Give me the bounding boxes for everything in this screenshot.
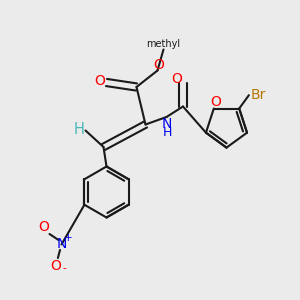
- Text: O: O: [210, 95, 221, 109]
- Text: methyl: methyl: [146, 39, 181, 49]
- Text: O: O: [38, 220, 49, 234]
- Text: O: O: [171, 72, 182, 86]
- Text: O: O: [50, 260, 61, 273]
- Text: O: O: [154, 58, 164, 72]
- Text: H: H: [74, 122, 84, 137]
- Text: Br: Br: [251, 88, 266, 102]
- Text: N: N: [162, 117, 172, 130]
- Text: H: H: [162, 126, 172, 139]
- Text: +: +: [64, 233, 72, 243]
- Text: O: O: [94, 74, 105, 88]
- Text: N: N: [56, 238, 67, 251]
- Text: -: -: [63, 262, 66, 273]
